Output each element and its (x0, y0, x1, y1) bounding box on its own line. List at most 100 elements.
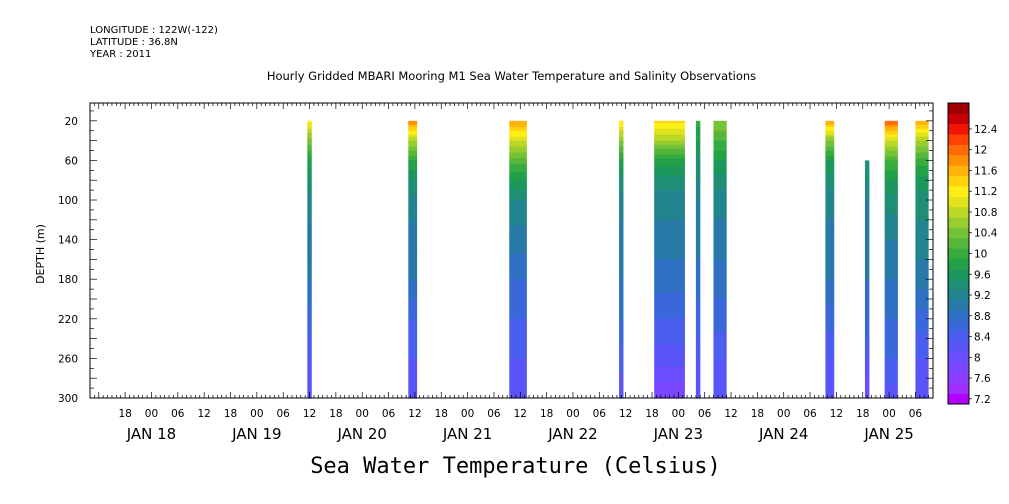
profile-cell (619, 225, 624, 229)
profile-cell (825, 122, 835, 126)
profile-cell (884, 168, 898, 171)
profile-cell (713, 160, 727, 163)
profile-cell (915, 334, 929, 338)
profile-cell (654, 215, 685, 219)
profile-cell (408, 285, 418, 288)
profile-cell (695, 396, 701, 399)
profile-cell (408, 384, 418, 387)
profile-cell (713, 277, 727, 280)
profile-cell (915, 277, 929, 280)
profile-cell (713, 176, 727, 179)
colorbar-label: 8 (974, 352, 981, 364)
profile-cell (713, 283, 727, 286)
profile-cell (713, 299, 727, 302)
y-tick-label: 100 (58, 195, 78, 207)
profile-cell (509, 174, 527, 177)
profile-cell (307, 180, 312, 183)
profile-cell (695, 217, 701, 221)
profile-cell (825, 380, 835, 383)
profile-cell (915, 285, 929, 288)
colorbar-swatch (948, 123, 969, 135)
profile-cell (915, 342, 929, 346)
profile-cell (884, 200, 898, 203)
profile-cell (307, 130, 312, 134)
profile-cell (884, 150, 898, 154)
profile-cell (695, 338, 701, 342)
profile-cell (915, 306, 929, 310)
profile-cell (713, 130, 727, 134)
profile-cell (509, 384, 527, 387)
profile-cell (307, 350, 312, 354)
profile-cell (619, 330, 624, 334)
profile-cell (408, 310, 418, 314)
profile-cell (307, 144, 312, 148)
profile-cell (864, 360, 870, 363)
x-day-label: JAN 24 (758, 425, 809, 443)
profile-cell (825, 322, 835, 326)
profile-cell (619, 217, 624, 221)
profile-cell (864, 200, 870, 203)
profile-cell (915, 388, 929, 391)
profile-cell (307, 378, 312, 381)
profile-cell (509, 168, 527, 171)
profile-cell (619, 257, 624, 261)
profile-cell (307, 138, 312, 142)
profile-cell (307, 324, 312, 328)
profile-cell (884, 154, 898, 158)
profile-cell (408, 293, 418, 296)
profile-cell (509, 138, 527, 142)
profile-cell (408, 362, 418, 365)
profile-cell (654, 243, 685, 247)
profile-cell (307, 128, 312, 132)
profile-cell (915, 386, 929, 389)
profile-cell (884, 304, 898, 308)
profile-cell (825, 164, 835, 167)
profile-cell (825, 213, 835, 217)
profile-cell (864, 364, 870, 367)
profile-cell (509, 140, 527, 144)
profile-cell (408, 198, 418, 201)
colorbar-label: 9.2 (974, 290, 991, 302)
profile-cell (307, 152, 312, 156)
profile-cell (864, 182, 870, 185)
profile-cell (654, 188, 685, 191)
profile-cell (509, 237, 527, 241)
profile-cell (619, 265, 624, 268)
profile-cell (915, 150, 929, 154)
profile-cell (713, 271, 727, 274)
profile-cell (307, 372, 312, 375)
profile-cell (915, 372, 929, 375)
profile-cell (713, 293, 727, 296)
profile-cell (915, 162, 929, 165)
profile-cell (915, 158, 929, 162)
profile-cell (619, 120, 624, 124)
profile-cell (915, 392, 929, 395)
profile-cell (915, 223, 929, 227)
profile-cell (509, 221, 527, 225)
profile-cell (408, 219, 418, 223)
profile-cell (307, 316, 312, 320)
profile-cell (915, 180, 929, 183)
profile-cell (654, 316, 685, 320)
profile-cell (695, 324, 701, 328)
profile-cell (713, 279, 727, 282)
profile-cell (408, 221, 418, 225)
profile-cell (713, 310, 727, 314)
profile-cell (307, 251, 312, 255)
profile-cell (915, 170, 929, 173)
profile-cell (864, 302, 870, 306)
colorbar-swatch (948, 165, 969, 177)
profile-cell (695, 297, 701, 300)
profile-cell (619, 203, 624, 207)
profile-cell (307, 364, 312, 367)
profile-cell (654, 203, 685, 207)
profile-cell (619, 247, 624, 251)
profile-cell (654, 312, 685, 316)
profile-cell (713, 394, 727, 397)
profile-cell (695, 198, 701, 201)
profile-cell (825, 267, 835, 270)
profile-cell (654, 342, 685, 346)
profile-cell (509, 245, 527, 249)
profile-cell (509, 164, 527, 167)
